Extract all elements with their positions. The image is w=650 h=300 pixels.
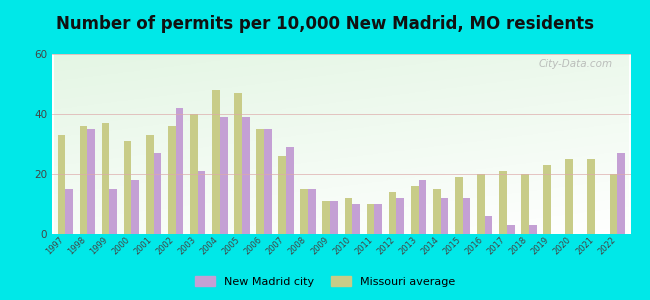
Bar [419,180,426,234]
Bar [146,135,153,234]
Bar [389,192,396,234]
Bar [109,189,117,234]
Bar [566,159,573,234]
Bar [433,189,441,234]
Bar [322,201,330,234]
Bar [65,189,73,234]
Bar [463,198,471,234]
Bar [308,189,316,234]
Bar [344,198,352,234]
Bar [374,204,382,234]
Bar [190,114,198,234]
Bar [168,126,176,234]
Bar [477,174,485,234]
Bar [234,93,242,234]
Bar [588,159,595,234]
Bar [101,123,109,234]
Bar [521,174,529,234]
Bar [124,141,131,234]
Bar [286,147,294,234]
Bar [330,201,338,234]
Bar [57,135,65,234]
Bar [176,108,183,234]
Bar [618,153,625,234]
Bar [212,90,220,234]
Bar [352,204,360,234]
Bar [242,117,250,234]
Bar [367,204,374,234]
Bar [153,153,161,234]
Text: Number of permits per 10,000 New Madrid, MO residents: Number of permits per 10,000 New Madrid,… [56,15,594,33]
Bar [79,126,87,234]
Bar [300,189,308,234]
Text: City-Data.com: City-Data.com [539,59,613,69]
Bar [87,129,95,234]
Bar [485,216,493,234]
Bar [441,198,448,234]
Bar [455,177,463,234]
Bar [543,165,551,234]
Bar [256,129,264,234]
Bar [610,174,617,234]
Bar [396,198,404,234]
Legend: New Madrid city, Missouri average: New Madrid city, Missouri average [190,272,460,291]
Bar [507,225,515,234]
Bar [264,129,272,234]
Bar [411,186,419,234]
Bar [529,225,537,234]
Bar [220,117,228,234]
Bar [499,171,507,234]
Bar [278,156,286,234]
Bar [198,171,205,234]
Bar [131,180,139,234]
